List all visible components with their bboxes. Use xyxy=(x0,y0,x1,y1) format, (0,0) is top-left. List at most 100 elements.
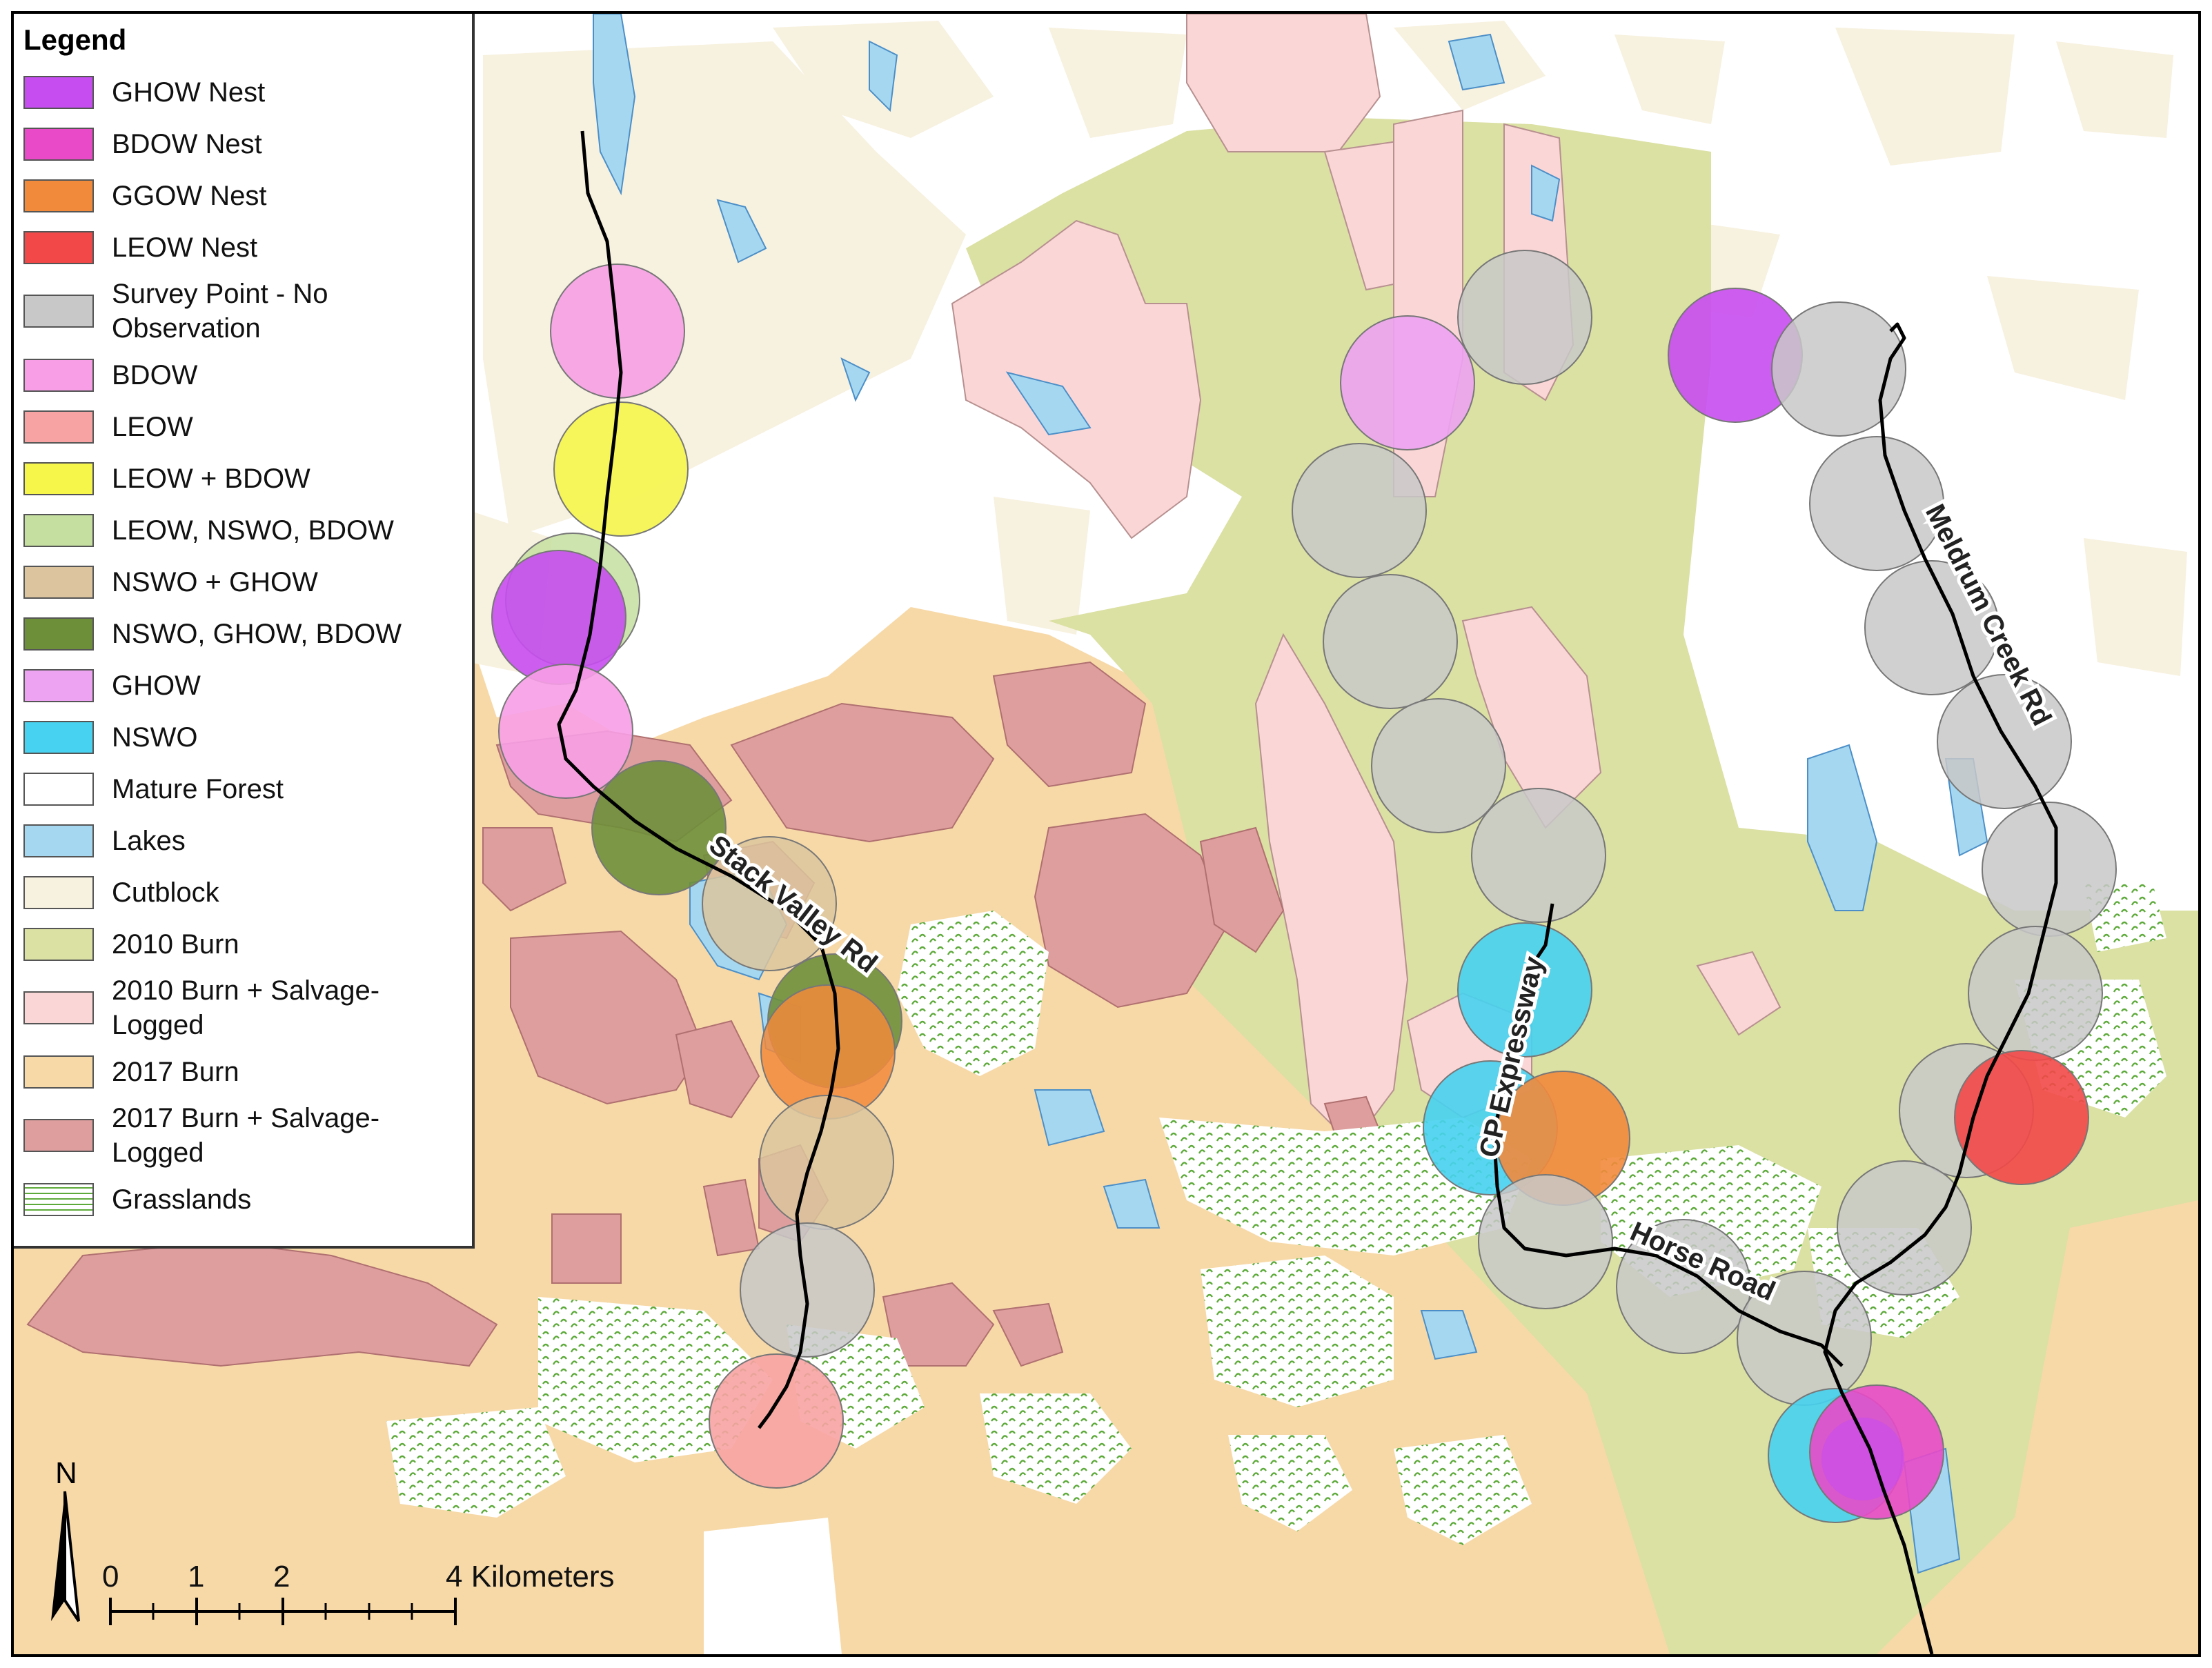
legend-label: 2010 Burn + Salvage- Logged xyxy=(112,975,380,1040)
legend-label: LEOW, NSWO, BDOW xyxy=(112,515,394,546)
survey-point-bdow[interactable] xyxy=(498,664,633,799)
legend-item: 2017 Burn xyxy=(23,1046,472,1098)
legend-swatch xyxy=(23,179,94,212)
survey-point-no-observation[interactable] xyxy=(1837,1160,1972,1295)
legend-label: LEOW xyxy=(112,411,193,442)
survey-point-no-observation[interactable] xyxy=(1471,788,1606,923)
legend-label: Survey Point - No Observation xyxy=(112,279,328,344)
legend-item: 2010 Burn xyxy=(23,918,472,970)
legend-label: Grasslands xyxy=(112,1184,252,1215)
legend-label: 2010 Burn xyxy=(112,929,239,960)
cp-expressway-road xyxy=(1492,903,1844,1367)
legend-swatch xyxy=(23,772,94,806)
scale-tick-4-km: 4 Kilometers xyxy=(446,1560,615,1593)
legend-item: GHOW xyxy=(23,659,472,711)
legend-swatch xyxy=(23,668,94,702)
legend-swatch xyxy=(23,824,94,857)
legend-label: Cutblock xyxy=(112,877,219,908)
survey-point-no-observation[interactable] xyxy=(1371,698,1506,833)
legend-swatch xyxy=(23,230,94,264)
legend-swatch xyxy=(23,358,94,392)
mature-forest-south xyxy=(704,1518,842,1654)
legend-item: Lakes xyxy=(23,815,472,866)
legend-panel: Legend GHOW Nest BDOW Nest GGOW Nest LEOW N… xyxy=(14,14,475,1249)
survey-point-no-observation[interactable] xyxy=(740,1222,875,1358)
legend-label: GHOW Nest xyxy=(112,77,266,108)
legend-label: BDOW Nest xyxy=(112,128,262,159)
meldrum-creek-road xyxy=(1823,322,2058,1654)
roads xyxy=(557,130,2058,1654)
legend-item: Grasslands xyxy=(23,1173,472,1225)
legend-swatch xyxy=(23,565,94,599)
legend-swatch xyxy=(23,127,94,161)
survey-point-no-observation[interactable] xyxy=(1937,674,2072,809)
survey-point-nswo-ghow[interactable] xyxy=(702,836,837,971)
legend-swatch xyxy=(23,617,94,651)
map-frame[interactable]: Stack Valley Rd CP Expressway Horse Road… xyxy=(11,11,2201,1657)
legend-swatch xyxy=(23,927,94,961)
legend-item: Survey Point - No Observation xyxy=(23,273,472,349)
legend-label: NSWO xyxy=(112,722,198,753)
legend-item: LEOW, NSWO, BDOW xyxy=(23,504,472,556)
legend-swatch xyxy=(23,1055,94,1089)
survey-point-no-observation[interactable] xyxy=(1968,926,2103,1061)
survey-points xyxy=(491,250,2117,1523)
survey-point-leow-bdow[interactable] xyxy=(553,401,689,537)
legend-swatch xyxy=(23,720,94,754)
north-arrow: N xyxy=(51,1456,80,1622)
survey-point-no-observation[interactable] xyxy=(1323,574,1458,709)
legend-item: BDOW xyxy=(23,349,472,401)
legend-swatch xyxy=(23,75,94,109)
leow-nest[interactable] xyxy=(1954,1050,2089,1185)
legend-item: NSWO xyxy=(23,711,472,763)
legend-swatch xyxy=(23,295,94,328)
survey-point-nswo-ghow-bdow[interactable] xyxy=(591,760,727,895)
legend-swatch xyxy=(23,1182,94,1216)
map-canvas[interactable]: Stack Valley Rd CP Expressway Horse Road… xyxy=(14,14,2198,1654)
legend-item: GHOW Nest xyxy=(23,66,472,118)
survey-point-no-observation[interactable] xyxy=(1457,250,1592,385)
scale-tick-0: 0 xyxy=(102,1560,119,1593)
survey-point-no-observation[interactable] xyxy=(1809,436,1944,571)
legend-label: 2017 Burn xyxy=(112,1056,239,1087)
legend-label: GHOW xyxy=(112,670,201,701)
legend-label: Mature Forest xyxy=(112,773,284,804)
legend-item: LEOW xyxy=(23,401,472,453)
legend-label: GGOW Nest xyxy=(112,180,267,211)
survey-point-no-observation[interactable] xyxy=(1478,1174,1613,1309)
survey-point-ghow[interactable] xyxy=(1340,315,1475,450)
legend-title: Legend xyxy=(23,23,127,56)
ghow-nest-overlap xyxy=(1821,1418,1904,1500)
legend-label: Lakes xyxy=(112,825,186,856)
survey-point-no-observation[interactable] xyxy=(1292,443,1427,578)
scale-tick-1: 1 xyxy=(188,1560,204,1593)
legend-item: 2010 Burn + Salvage- Logged xyxy=(23,970,472,1046)
legend-item: GGOW Nest xyxy=(23,170,472,221)
legend-swatch xyxy=(23,513,94,547)
legend-label: BDOW xyxy=(112,359,198,390)
survey-point-no-observation[interactable] xyxy=(1771,301,1906,437)
legend-label: 2017 Burn + Salvage- Logged xyxy=(112,1103,380,1168)
legend-label: LEOW Nest xyxy=(112,232,258,263)
legend-swatch xyxy=(23,410,94,444)
scale-bar: 0 1 2 4 Kilometers xyxy=(102,1560,615,1625)
survey-point-nswo[interactable] xyxy=(1457,922,1592,1058)
legend-swatch xyxy=(23,875,94,909)
north-label: N xyxy=(55,1456,77,1490)
legend-item: NSWO + GHOW xyxy=(23,556,472,608)
legend-item: BDOW Nest xyxy=(23,118,472,170)
legend-label: LEOW + BDOW xyxy=(112,463,310,494)
legend-swatch xyxy=(23,1119,94,1152)
legend-swatch xyxy=(23,461,94,495)
survey-point-leow[interactable] xyxy=(709,1353,844,1489)
legend-item: LEOW Nest xyxy=(23,221,472,273)
legend-item: Cutblock xyxy=(23,866,472,918)
legend-list: GHOW Nest BDOW Nest GGOW Nest LEOW Nest Surv… xyxy=(23,66,472,1225)
legend-label: NSWO + GHOW xyxy=(112,566,318,597)
survey-point-no-observation[interactable] xyxy=(1864,560,1999,695)
legend-item: LEOW + BDOW xyxy=(23,453,472,504)
scale-tick-2: 2 xyxy=(273,1560,290,1593)
stack-valley-road xyxy=(557,130,840,1429)
legend-swatch xyxy=(23,991,94,1024)
legend-label: NSWO, GHOW, BDOW xyxy=(112,618,402,649)
